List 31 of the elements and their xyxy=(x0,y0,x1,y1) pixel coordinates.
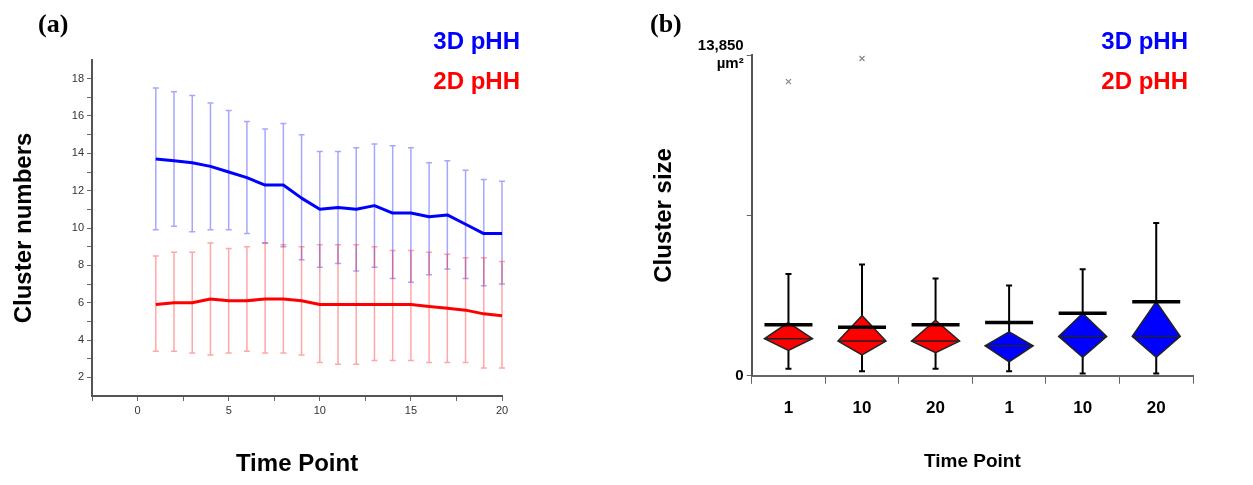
y-tick-label: 6 xyxy=(77,295,85,308)
text: 3D pHH xyxy=(433,26,520,54)
x-tick-label: 1 xyxy=(783,397,794,417)
x-tick-label: 20 xyxy=(1146,397,1166,417)
y-tick-label: 8 xyxy=(77,258,85,271)
x-tick-label: 20 xyxy=(495,403,509,416)
x-tick-label: 15 xyxy=(404,403,418,416)
y-tick-label: 4 xyxy=(77,333,85,346)
x-axis-title: Time Point xyxy=(235,449,359,477)
y-axis-title: Cluster size xyxy=(649,148,677,283)
text: 2D pHH xyxy=(433,66,520,94)
y-tick-label: 14 xyxy=(71,146,85,159)
chart-title: (b) xyxy=(650,8,682,38)
x-axis-title: Time Point xyxy=(923,449,1022,471)
chart-title: (a) xyxy=(38,8,69,38)
y-tick-label: 10 xyxy=(71,221,85,234)
y-tick-label: 18 xyxy=(71,71,85,84)
x-tick-label: 1 xyxy=(1004,397,1014,417)
x-tick-label: 5 xyxy=(225,403,232,416)
x-tick-label: 0 xyxy=(134,403,141,416)
x-tick-label: 10 xyxy=(313,403,326,416)
y-tick-label: 12 xyxy=(71,183,85,196)
x-tick-label: 10 xyxy=(1073,397,1093,417)
y-tick-label: 13,850 µm² xyxy=(697,36,744,72)
text: 3D pHH xyxy=(1101,26,1188,54)
y-axis-title: Cluster numbers xyxy=(9,132,37,324)
x-tick-label: 20 xyxy=(926,397,946,417)
y-tick-label: 2 xyxy=(77,370,85,383)
y-tick-label: 16 xyxy=(71,109,85,122)
x-tick-label: 10 xyxy=(852,397,872,417)
text: 2D pHH xyxy=(1101,66,1188,94)
